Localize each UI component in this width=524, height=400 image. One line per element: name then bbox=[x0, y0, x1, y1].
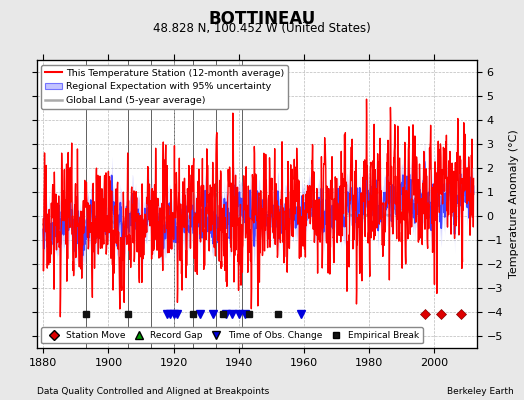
Text: 48.828 N, 100.452 W (United States): 48.828 N, 100.452 W (United States) bbox=[153, 22, 371, 35]
Text: Data Quality Controlled and Aligned at Breakpoints: Data Quality Controlled and Aligned at B… bbox=[37, 387, 269, 396]
Text: Berkeley Earth: Berkeley Earth bbox=[447, 387, 514, 396]
Y-axis label: Temperature Anomaly (°C): Temperature Anomaly (°C) bbox=[509, 130, 519, 278]
Legend: Station Move, Record Gap, Time of Obs. Change, Empirical Break: Station Move, Record Gap, Time of Obs. C… bbox=[41, 327, 422, 344]
Text: BOTTINEAU: BOTTINEAU bbox=[209, 10, 315, 28]
